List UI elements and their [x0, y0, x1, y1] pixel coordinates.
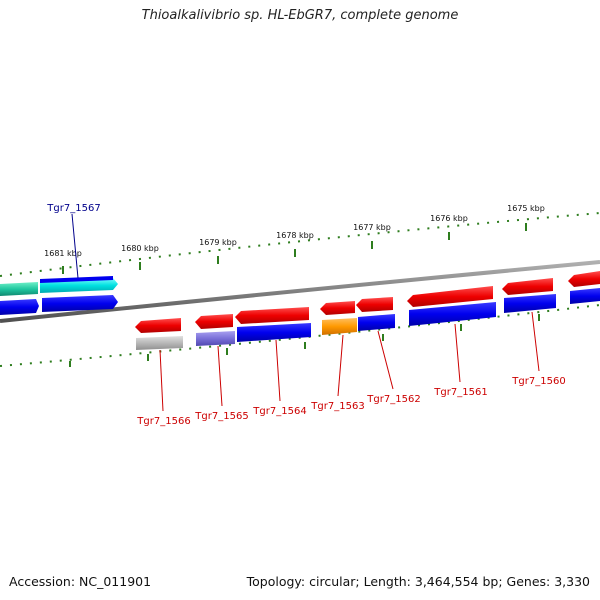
gene-tgr7-1566-rna[interactable] — [135, 318, 181, 333]
gene-tgr7-1562-rna[interactable] — [356, 297, 393, 312]
gene-tgr7-1563[interactable] — [322, 318, 357, 335]
gene-label-tgr7-1567[interactable]: Tgr7_1567 — [46, 203, 100, 214]
leader-line — [71, 213, 79, 279]
scale-labels: 1681 kbp 1680 kbp 1679 kbp 1678 kbp 1677… — [44, 204, 545, 258]
leader-line — [337, 334, 344, 397]
map-title: Thioalkalivibrio sp. HL-EbGR7, complete … — [141, 8, 459, 23]
leader-line — [275, 339, 281, 402]
gene-tgr7-1565[interactable] — [196, 331, 235, 346]
leader-line — [531, 311, 540, 372]
gene-tgr7-1564[interactable] — [237, 323, 311, 342]
scale-label: 1677 kbp — [353, 223, 391, 232]
scale-label: 1678 kbp — [276, 231, 314, 240]
leader-line — [377, 330, 394, 390]
scale-label: 1680 kbp — [121, 244, 159, 253]
gene-blue[interactable] — [42, 295, 118, 312]
gene-teal[interactable] — [0, 282, 38, 296]
forward-strand-genes — [0, 276, 118, 296]
gene-tgr7-1565-rna[interactable] — [195, 314, 233, 329]
scale-label: 1675 kbp — [507, 204, 545, 213]
scale-label: 1676 kbp — [430, 214, 468, 223]
genome-backbone — [0, 260, 600, 323]
gene-tgr7-1561[interactable] — [409, 302, 496, 326]
topology-text: Topology: circular; Length: 3,464,554 bp… — [246, 574, 590, 589]
gene-label-tgr7-1566[interactable]: Tgr7_1566 — [136, 416, 190, 427]
gene-label-tgr7-1560[interactable]: Tgr7_1560 — [511, 376, 565, 387]
gene-tgr7-1562[interactable] — [358, 314, 395, 331]
gene-label-tgr7-1562[interactable]: Tgr7_1562 — [366, 394, 420, 405]
gene-labels: Tgr7_1567 Tgr7_1566 Tgr7_1565 Tgr7_1564 … — [46, 203, 565, 427]
gene-cds-stripe[interactable] — [40, 276, 113, 283]
gene-tgr7-1566[interactable] — [136, 336, 183, 350]
gene-tgr7-1561-rna[interactable] — [407, 286, 493, 307]
accession-text: Accession: NC_011901 — [9, 574, 152, 589]
scale-track-upper — [0, 212, 600, 277]
gene-label-tgr7-1564[interactable]: Tgr7_1564 — [252, 406, 306, 417]
scale-label: 1681 kbp — [44, 249, 82, 258]
gene-partial-rna[interactable] — [568, 271, 600, 287]
leader-line — [217, 345, 223, 407]
gene-label-tgr7-1565[interactable]: Tgr7_1565 — [194, 411, 248, 422]
gene-label-tgr7-1563[interactable]: Tgr7_1563 — [310, 401, 364, 412]
label-leaders — [71, 213, 540, 412]
reverse-strand-genes — [0, 271, 600, 350]
leader-line — [454, 323, 461, 383]
gene-partial[interactable] — [570, 288, 600, 304]
gene-tgr7-1560-rna[interactable] — [502, 278, 553, 295]
scale-label: 1679 kbp — [199, 238, 237, 247]
gene-tgr7-1564-rna[interactable] — [235, 307, 309, 324]
gene-blue[interactable] — [0, 299, 39, 315]
gene-label-tgr7-1561[interactable]: Tgr7_1561 — [433, 387, 487, 398]
leader-line — [159, 349, 164, 412]
scale-track-lower — [0, 304, 600, 367]
gene-tgr7-1563-rna[interactable] — [320, 301, 355, 315]
gene-tgr7-1560[interactable] — [504, 294, 556, 313]
